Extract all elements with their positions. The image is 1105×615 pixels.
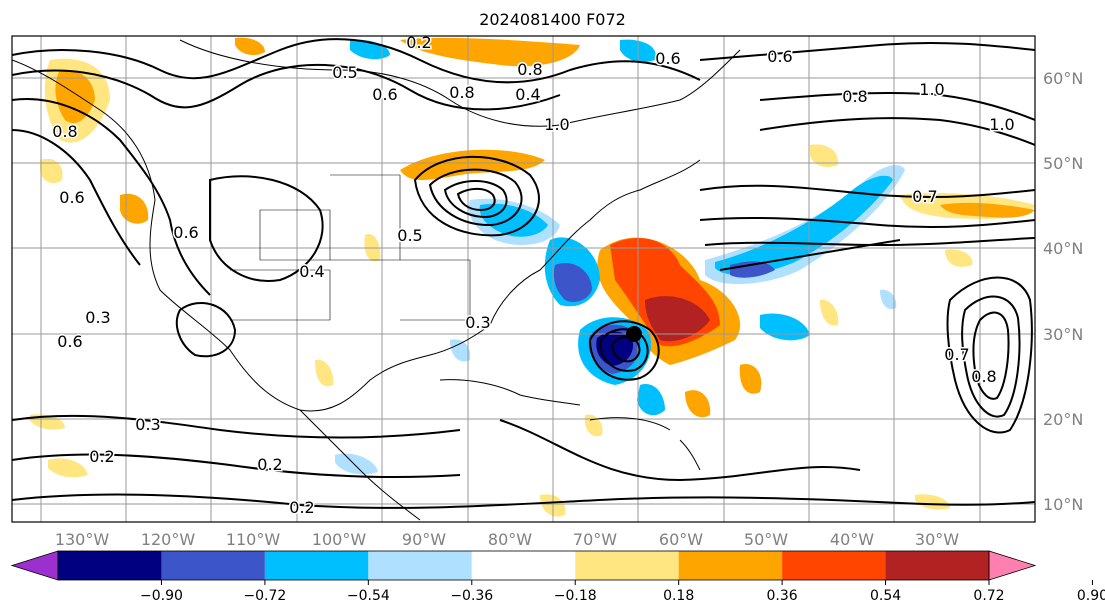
anomaly-shading: [30, 37, 1035, 517]
colorbar-tick-labels: −0.90 −0.72 −0.54 −0.36 −0.18 0.18 0.36 0.54 0.7…: [140, 580, 1105, 604]
longitude-labels: 130°W 120°W 110°W 100°W 90°W 80°W 70°W 60°W 50°W…: [55, 530, 959, 549]
colorbar-extend-high: [988, 550, 1037, 581]
colorbar-extend-low: [10, 550, 59, 581]
contour-label: 0.5: [332, 63, 357, 82]
contour-labels: 0.50.6 0.8 0.41.00.20.60.80.8 1.01.00.70.60…: [51, 33, 1016, 519]
longitude-label: 30°W: [915, 530, 959, 549]
contour-label: 0.2: [89, 447, 114, 466]
longitude-label: 70°W: [573, 530, 617, 549]
colorbar-tick-label: 0.18: [663, 588, 694, 604]
latitude-label: 20°N: [1043, 410, 1083, 429]
longitude-label: 50°W: [744, 530, 788, 549]
colorbar-tick-label: −0.90: [140, 588, 183, 604]
longitude-label: 90°W: [402, 530, 446, 549]
height-contours: [12, 38, 1035, 509]
contour-label: 0.8: [449, 83, 474, 102]
colorbar-bin: [575, 551, 679, 580]
contour-label: 0.4: [515, 85, 540, 104]
contour-label: 0.7: [944, 345, 969, 364]
map-title: 2024081400 F072: [479, 10, 626, 29]
latitude-labels: 60°N 50°N 40°N 30°N 20°N 10°N: [1043, 69, 1083, 514]
latitude-label: 50°N: [1043, 154, 1083, 173]
map-panel: 0.50.6 0.8 0.41.00.20.60.80.8 1.01.00.70.60…: [11, 33, 1036, 523]
contour-label: 0.8: [842, 87, 867, 106]
contour-label: 0.6: [655, 49, 680, 68]
contour-label: 0.6: [57, 332, 82, 351]
latitude-label: 30°N: [1043, 325, 1083, 344]
colorbar-tick-label: −0.36: [450, 588, 493, 604]
contour-label: 0.8: [971, 367, 996, 386]
longitude-label: 40°W: [830, 530, 874, 549]
longitude-label: 120°W: [141, 530, 196, 549]
contour-label: 0.6: [372, 85, 397, 104]
longitude-label: 80°W: [488, 530, 532, 549]
colorbar-tick-label: 0.72: [973, 588, 1004, 604]
colorbar: [10, 550, 1037, 581]
longitude-label: 60°W: [659, 530, 703, 549]
latitude-label: 10°N: [1043, 495, 1083, 514]
contour-label: 0.2: [289, 498, 314, 517]
map-frame: [11, 35, 1036, 523]
colorbar-bin: [782, 551, 886, 580]
colorbar-tick-label: −0.72: [243, 588, 286, 604]
contour-label: 0.7: [912, 187, 937, 206]
colorbar-tick-label: 0.54: [870, 588, 901, 604]
colorbar-bin: [885, 551, 989, 580]
colorbar-tick-label: −0.54: [347, 588, 390, 604]
longitude-label: 110°W: [226, 530, 281, 549]
contour-label: 0.6: [59, 188, 84, 207]
latitude-label: 60°N: [1043, 69, 1083, 88]
colorbar-bin: [58, 551, 162, 580]
contour-label: 1.0: [989, 115, 1014, 134]
contour-label: 0.2: [257, 455, 282, 474]
latitude-label: 40°N: [1043, 239, 1083, 258]
colorbar-bin: [368, 551, 472, 580]
contour-label: 0.6: [767, 47, 792, 66]
contour-label: 0.4: [299, 262, 324, 281]
contour-label: 0.2: [406, 33, 431, 52]
longitude-label: 100°W: [312, 530, 367, 549]
contour-label: 0.8: [517, 60, 542, 79]
contour-label: 0.6: [173, 223, 198, 242]
colorbar-outline: [57, 550, 990, 581]
colorbar-bin: [264, 551, 369, 580]
contour-label: 1.0: [919, 80, 944, 99]
colorbar-tick-label: 0.36: [767, 588, 798, 604]
contour-label: 0.3: [135, 415, 160, 434]
colorbar-bin: [161, 551, 265, 580]
colorbar-bin: [678, 551, 783, 580]
colorbar-tick-label: −0.18: [554, 588, 597, 604]
colorbar-bin: [471, 551, 576, 580]
contour-label: 0.8: [52, 122, 77, 141]
storm-center-marker: [626, 326, 642, 342]
map-background: [12, 36, 1035, 522]
longitude-label: 130°W: [55, 530, 110, 549]
colorbar-tick-label: 0.90: [1077, 588, 1105, 604]
contour-label: 0.3: [85, 308, 110, 327]
contour-label: 0.5: [397, 226, 422, 245]
contour-label: 0.3: [465, 313, 490, 332]
contour-label: 1.0: [544, 115, 569, 134]
